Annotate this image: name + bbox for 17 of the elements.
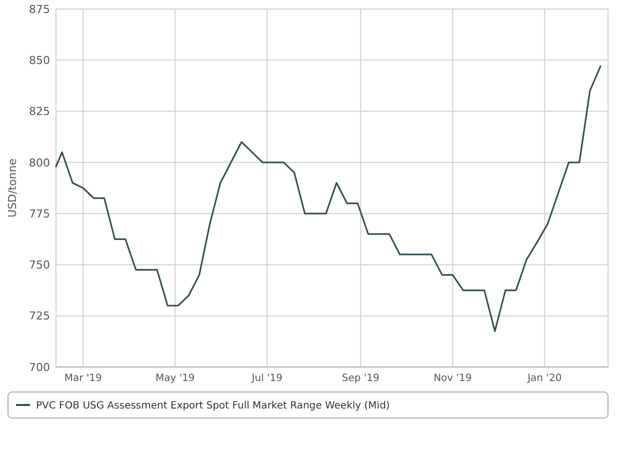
y-tick-label: 775 (29, 207, 50, 220)
x-tick-label: Mar '19 (64, 373, 102, 384)
y-tick-label: 725 (29, 310, 50, 323)
y-tick-label: 700 (29, 360, 50, 374)
y-tick-label: 850 (29, 54, 50, 67)
x-tick-label: Jan '20 (526, 373, 562, 384)
y-tick-label: 825 (29, 105, 50, 118)
x-tick-label: Jul '19 (250, 373, 283, 384)
x-tick-label: May '19 (155, 373, 195, 384)
y-tick-label: 750 (29, 258, 50, 272)
y-tick-label: 800 (29, 156, 50, 170)
x-tick-label: Nov '19 (434, 373, 472, 384)
x-tick-label: Sep '19 (342, 373, 380, 384)
legend-label: PVC FOB USG Assessment Export Spot Full Market Range Weekly (Mid) (36, 400, 390, 412)
line-series (55, 65, 602, 332)
y-tick-label: 875 (29, 2, 50, 16)
y-axis-title: USD/tonne (6, 158, 19, 218)
